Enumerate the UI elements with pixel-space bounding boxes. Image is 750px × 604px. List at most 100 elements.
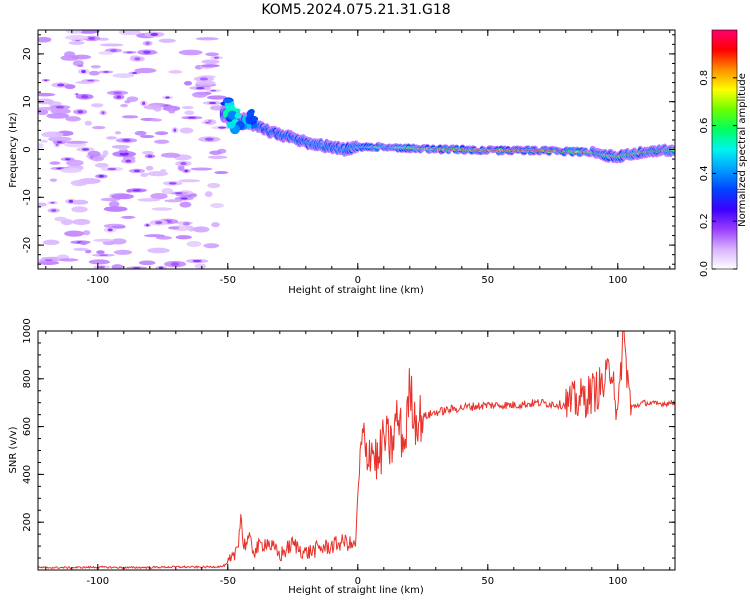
noise-blob bbox=[38, 202, 47, 207]
colorbar-label: Normalized spectral amplitude bbox=[737, 73, 748, 227]
spec-xtick-label: 50 bbox=[481, 275, 494, 286]
noise-blob bbox=[155, 236, 173, 240]
noise-blob-core bbox=[174, 192, 183, 195]
colorbar-tick-label: 0.8 bbox=[699, 70, 710, 86]
noise-blob-core bbox=[122, 138, 131, 142]
noise-blob bbox=[108, 201, 120, 208]
snr-ytick-label: 1000 bbox=[22, 318, 33, 343]
noise-blob-core bbox=[81, 148, 90, 151]
noise-blob bbox=[64, 34, 89, 41]
noise-blob-core bbox=[165, 96, 170, 99]
noise-blob bbox=[113, 249, 133, 255]
noise-blob-core bbox=[110, 49, 117, 52]
noise-blob-core bbox=[98, 175, 104, 178]
noise-blob-core bbox=[147, 155, 153, 158]
noise-blob-core bbox=[126, 51, 133, 54]
noise-blob bbox=[118, 147, 127, 151]
noise-blob-core bbox=[204, 137, 214, 141]
noise-blob bbox=[98, 51, 114, 55]
ridge-start-blob bbox=[248, 108, 255, 115]
noise-blob-core bbox=[210, 89, 217, 92]
noise-blob-core bbox=[180, 197, 188, 200]
noise-blob-core bbox=[98, 254, 109, 257]
colorbar-tick-label: 0.0 bbox=[699, 261, 710, 277]
noise-blob bbox=[150, 192, 168, 200]
snr-xtick-label: -100 bbox=[86, 576, 109, 587]
noise-blob bbox=[179, 201, 192, 208]
noise-blob bbox=[110, 238, 127, 245]
noise-blob bbox=[138, 260, 156, 266]
snr-xtick-label: 0 bbox=[355, 576, 361, 587]
snr-ylabel: SNR (v/v) bbox=[8, 426, 19, 473]
noise-blob bbox=[183, 222, 191, 226]
snr-panel: -100 -50 0 50 100 200 400 600 800 1000 Height of … bbox=[8, 318, 676, 596]
noise-blob bbox=[96, 250, 105, 255]
noise-blob bbox=[139, 134, 155, 139]
noise-blob-core bbox=[217, 126, 227, 129]
snr-series-line bbox=[38, 331, 675, 570]
colorbar-tick-label: 0.4 bbox=[699, 165, 710, 181]
noise-blob bbox=[214, 171, 229, 175]
colorbar-ticks: 0.0 0.2 0.4 0.6 0.8 bbox=[699, 70, 737, 277]
noise-blob bbox=[87, 150, 101, 158]
noise-blob bbox=[92, 126, 106, 130]
noise-blob-core bbox=[101, 111, 105, 115]
noise-blob-core bbox=[145, 41, 150, 45]
noise-blob bbox=[77, 64, 84, 68]
noise-blob-core bbox=[173, 128, 177, 132]
noise-blob bbox=[38, 107, 58, 111]
noise-blob bbox=[120, 103, 129, 108]
noise-blob bbox=[39, 139, 49, 143]
noise-blob bbox=[99, 43, 124, 47]
noise-blob bbox=[73, 247, 89, 252]
noise-blob-core bbox=[204, 121, 211, 124]
noise-blob bbox=[111, 264, 124, 269]
noise-blob-core bbox=[103, 71, 109, 73]
spec-ytick-label: 0 bbox=[22, 146, 33, 152]
noise-blob bbox=[88, 259, 110, 265]
noise-blob bbox=[112, 73, 135, 79]
noise-blob-core bbox=[170, 262, 180, 266]
spec-xtick-label: 0 bbox=[355, 275, 361, 286]
noise-blob bbox=[103, 206, 128, 212]
noise-blob bbox=[209, 150, 223, 155]
noise-blob bbox=[71, 54, 92, 60]
noise-blob bbox=[147, 171, 169, 177]
noise-blob-core bbox=[81, 69, 86, 74]
colorbar: 0.0 0.2 0.4 0.6 0.8 Normalized spectral ampl… bbox=[699, 29, 748, 277]
noise-blob bbox=[153, 139, 170, 144]
noise-blob bbox=[207, 155, 228, 160]
noise-blob bbox=[161, 187, 174, 195]
noise-blob bbox=[64, 84, 76, 90]
noise-blob-core bbox=[57, 83, 65, 87]
noise-blob-core bbox=[51, 209, 57, 212]
noise-blob bbox=[105, 136, 117, 140]
noise-blob bbox=[195, 37, 219, 41]
noise-blob bbox=[49, 178, 58, 182]
noise-blob bbox=[207, 182, 221, 189]
noise-blob bbox=[82, 230, 91, 236]
noise-blob bbox=[71, 206, 88, 213]
spectrogram-ylabel: Frequency (Hz) bbox=[8, 112, 19, 188]
noise-blob bbox=[64, 230, 85, 237]
noise-blob-core bbox=[187, 116, 197, 119]
noise-blob-core bbox=[132, 266, 141, 269]
noise-blob bbox=[200, 64, 220, 68]
noise-blob bbox=[192, 91, 208, 98]
noise-blob-core bbox=[155, 220, 163, 225]
noise-blob bbox=[111, 193, 134, 200]
noise-blob bbox=[124, 100, 131, 104]
noise-blob bbox=[178, 179, 201, 183]
noise-blob bbox=[168, 70, 183, 74]
spectrogram-blobs bbox=[38, 30, 675, 269]
noise-blob bbox=[134, 67, 157, 74]
noise-blob-core bbox=[125, 159, 132, 163]
spec-xtick-label: -100 bbox=[86, 275, 109, 286]
noise-blob bbox=[204, 191, 213, 198]
spec-ytick-label: -20 bbox=[22, 237, 33, 253]
noise-blob bbox=[66, 159, 84, 167]
snr-ytick-label: 200 bbox=[22, 513, 33, 532]
spec-ytick-label: 10 bbox=[22, 95, 33, 108]
